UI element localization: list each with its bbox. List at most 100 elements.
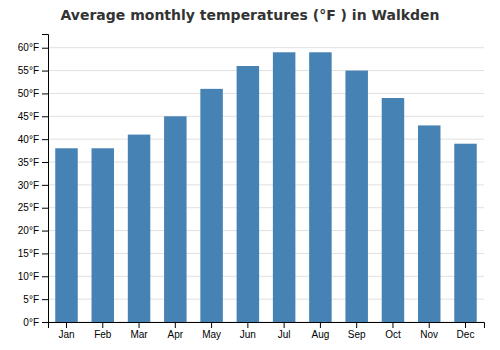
y-tick-mark (42, 71, 48, 72)
x-tick: Mar (130, 322, 148, 340)
x-tick-mark (175, 322, 176, 328)
x-tick-mark (247, 322, 248, 328)
x-tick: Nov (420, 322, 438, 340)
y-tick-label: 45°F (18, 111, 39, 122)
y-tick: 15°F (18, 248, 48, 259)
y-tick-mark (42, 139, 48, 140)
x-tick: Jan (58, 322, 74, 340)
x-tick: Jun (240, 322, 256, 340)
x-tick-mark (320, 322, 321, 328)
x-tick: Sep (348, 322, 366, 340)
y-tick: 50°F (18, 88, 48, 99)
bar (164, 116, 186, 322)
y-tick-mark (42, 299, 48, 300)
x-axis-line (49, 323, 485, 329)
x-tick-mark (284, 322, 285, 328)
x-tick: Aug (312, 322, 330, 340)
y-tick: 5°F (23, 294, 48, 305)
y-tick-mark (42, 185, 48, 186)
y-tick-label: 50°F (18, 88, 39, 99)
y-tick-label: 5°F (23, 294, 39, 305)
x-tick-mark (392, 322, 393, 328)
grid (48, 48, 484, 322)
x-tick-mark (102, 322, 103, 328)
x-tick: Apr (168, 322, 184, 340)
x-tick-label: Jan (58, 329, 74, 340)
grid-line (48, 93, 484, 94)
y-tick: 25°F (18, 202, 48, 213)
bar (237, 66, 259, 322)
grid-line (48, 116, 484, 117)
chart-container: 0°F 5°F 10°F 15°F 20°F 25°F 30°F 35°F 40°F 45°F 50… (0, 0, 500, 350)
y-tick: 0°F (23, 317, 48, 328)
bar (200, 89, 222, 322)
x-tick: Feb (94, 322, 112, 340)
y-axis: 0°F 5°F 10°F 15°F 20°F 25°F 30°F 35°F 40°F 45°F 50… (18, 35, 49, 328)
y-tick-label: 0°F (23, 317, 39, 328)
bar (454, 144, 476, 322)
y-tick-label: 55°F (18, 65, 39, 76)
chart: 0°F 5°F 10°F 15°F 20°F 25°F 30°F 35°F 40°F 45°F 50… (0, 0, 500, 350)
y-tick-mark (42, 93, 48, 94)
x-tick-label: Dec (457, 329, 475, 340)
y-tick-label: 40°F (18, 134, 39, 145)
y-tick-label: 60°F (18, 42, 39, 53)
y-tick-mark (42, 208, 48, 209)
x-tick-mark (465, 322, 466, 328)
x-tick-mark (356, 322, 357, 328)
x-tick-label: Feb (94, 329, 112, 340)
bar (55, 148, 77, 322)
y-tick-mark (42, 48, 48, 49)
bars (55, 52, 476, 322)
x-tick-label: Apr (168, 329, 184, 340)
y-tick: 30°F (18, 180, 48, 191)
grid-line (48, 70, 484, 71)
title: Average monthly temperatures (°F ) in Wa… (61, 7, 440, 23)
bar (92, 148, 114, 322)
bar (273, 52, 295, 322)
plot: 0°F 5°F 10°F 15°F 20°F 25°F 30°F 35°F 40°F 45°F 50… (18, 35, 485, 341)
x-tick-mark (139, 322, 140, 328)
y-tick-mark (42, 253, 48, 254)
y-tick-mark (42, 116, 48, 117)
x-tick-label: Aug (312, 329, 330, 340)
y-axis-line (42, 35, 49, 323)
y-tick: 45°F (18, 111, 48, 122)
x-tick: Jul (278, 322, 291, 340)
x-tick: Dec (457, 322, 475, 340)
y-tick-mark (42, 162, 48, 163)
y-tick: 35°F (18, 157, 48, 168)
x-tick-label: Sep (348, 329, 366, 340)
y-tick: 40°F (18, 134, 48, 145)
x-tick-label: Mar (130, 329, 148, 340)
x-tick: May (202, 322, 221, 340)
y-tick-mark (42, 322, 48, 323)
y-tick-label: 20°F (18, 225, 39, 236)
y-tick: 60°F (18, 42, 48, 53)
x-tick-label: Nov (420, 329, 438, 340)
x-tick-mark (211, 322, 212, 328)
y-tick: 20°F (18, 225, 48, 236)
y-tick-mark (42, 231, 48, 232)
x-tick-label: Oct (385, 329, 401, 340)
y-tick-label: 25°F (18, 202, 39, 213)
y-tick-label: 35°F (18, 157, 39, 168)
x-tick: Oct (385, 322, 401, 340)
x-tick-label: Jun (240, 329, 256, 340)
bar (309, 52, 331, 322)
x-tick-label: May (202, 329, 221, 340)
y-tick: 10°F (18, 271, 48, 282)
y-tick-label: 15°F (18, 248, 39, 259)
bar (345, 71, 367, 322)
y-tick-label: 30°F (18, 180, 39, 191)
bar (418, 125, 440, 322)
bar (382, 98, 404, 322)
x-tick-label: Jul (278, 329, 291, 340)
grid-line (48, 47, 484, 48)
x-axis: Jan Feb Mar Apr May Jun Jul Aug Sep Oct Nov Dec (49, 322, 485, 340)
y-tick: 55°F (18, 65, 48, 76)
x-tick-mark (66, 322, 67, 328)
x-tick-mark (429, 322, 430, 328)
bar (128, 135, 150, 322)
y-tick-label: 10°F (18, 271, 39, 282)
